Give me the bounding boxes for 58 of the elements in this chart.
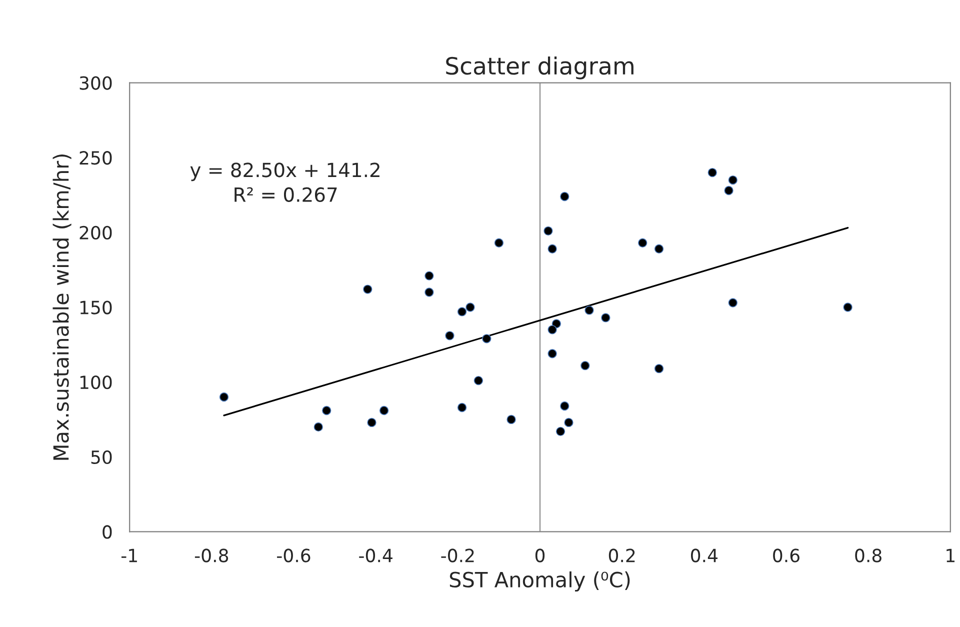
point <box>457 402 467 412</box>
annotation: R² = 0.267 <box>234 187 337 202</box>
x-tick-label: 0.6 <box>773 548 800 562</box>
x-tick-label: 0.4 <box>690 548 718 562</box>
x-tick-label: -0.8 <box>194 548 228 562</box>
point <box>548 325 557 334</box>
point <box>466 302 475 312</box>
point <box>457 307 467 316</box>
point <box>314 422 323 432</box>
y-tick-label: 100 <box>80 376 112 390</box>
point <box>445 331 454 340</box>
point <box>580 361 590 370</box>
point <box>424 288 434 297</box>
point <box>556 426 566 436</box>
point <box>654 364 664 374</box>
point <box>548 349 557 358</box>
x-tick-label: -0.2 <box>441 548 474 562</box>
y-tick-label: 150 <box>80 300 112 314</box>
y-axis-title: Max.sustainable wind (km/hr) <box>52 154 72 460</box>
chart-title: Scatter diagram <box>446 56 634 80</box>
point <box>843 302 852 312</box>
y-tick-label: 200 <box>80 226 112 240</box>
point <box>564 418 574 428</box>
point <box>544 226 553 236</box>
point <box>367 418 376 428</box>
point <box>322 406 332 416</box>
y-tick-label: 300 <box>80 76 112 90</box>
point <box>506 414 516 424</box>
point <box>548 244 557 254</box>
x-tick-label: 0.8 <box>855 548 882 562</box>
point <box>584 306 594 315</box>
x-axis-title: SST Anomaly (⁰C) <box>450 571 630 592</box>
point <box>654 244 664 254</box>
point <box>708 168 717 178</box>
y-tick-label: 0 <box>102 525 112 539</box>
point <box>560 192 570 202</box>
y-tick-label: 50 <box>91 450 112 464</box>
point <box>728 175 738 185</box>
point <box>424 271 434 280</box>
point <box>474 376 484 386</box>
x-tick-label: -0.6 <box>277 548 310 562</box>
point <box>638 238 648 248</box>
x-tick-label: 0 <box>535 548 545 562</box>
x-tick-label: 0.2 <box>608 548 635 562</box>
point <box>219 392 229 402</box>
x-tick-label: -0.4 <box>359 548 392 562</box>
point <box>482 334 492 344</box>
point <box>560 401 570 411</box>
point <box>363 284 372 294</box>
annotation: y = 82.50x + 141.2 <box>190 162 380 182</box>
x-tick-label: -1 <box>121 548 137 562</box>
y-tick-label: 250 <box>80 151 112 165</box>
x-tick-label: 1 <box>946 548 954 562</box>
point <box>379 406 389 416</box>
point <box>724 186 734 196</box>
point <box>728 298 738 308</box>
point <box>494 238 504 248</box>
point <box>601 313 610 322</box>
